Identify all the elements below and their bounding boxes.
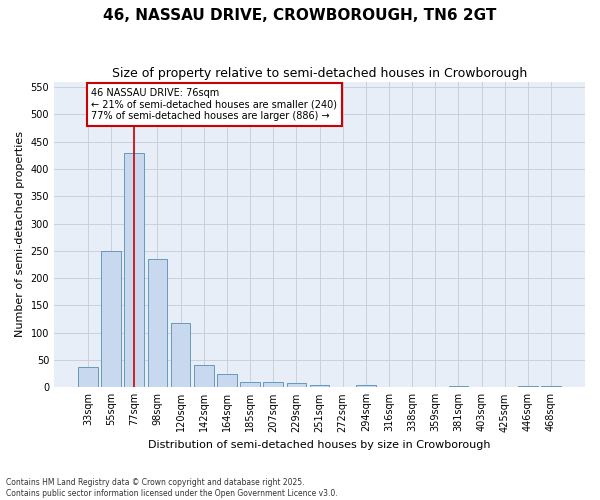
Bar (310, 385, 329, 388)
Text: Contains HM Land Registry data © Crown copyright and database right 2025.
Contai: Contains HM Land Registry data © Crown c… (6, 478, 338, 498)
Bar (194, 366, 214, 388)
Title: Size of property relative to semi-detached houses in Crowborough: Size of property relative to semi-detach… (112, 68, 527, 80)
Bar (356, 385, 376, 388)
X-axis label: Distribution of semi-detached houses by size in Crowborough: Distribution of semi-detached houses by … (148, 440, 491, 450)
Bar (541, 386, 561, 388)
Bar (148, 259, 167, 388)
Bar (217, 374, 237, 388)
Bar (124, 152, 144, 388)
Y-axis label: Number of semi-detached properties: Number of semi-detached properties (15, 132, 25, 338)
Text: 46, NASSAU DRIVE, CROWBOROUGH, TN6 2GT: 46, NASSAU DRIVE, CROWBOROUGH, TN6 2GT (103, 8, 497, 22)
Bar (518, 386, 538, 388)
Bar (78, 366, 98, 388)
Bar (287, 384, 306, 388)
Bar (171, 323, 190, 388)
Text: 46 NASSAU DRIVE: 76sqm
← 21% of semi-detached houses are smaller (240)
77% of se: 46 NASSAU DRIVE: 76sqm ← 21% of semi-det… (91, 88, 337, 122)
Bar (263, 382, 283, 388)
Bar (240, 382, 260, 388)
Bar (449, 386, 468, 388)
Bar (101, 251, 121, 388)
